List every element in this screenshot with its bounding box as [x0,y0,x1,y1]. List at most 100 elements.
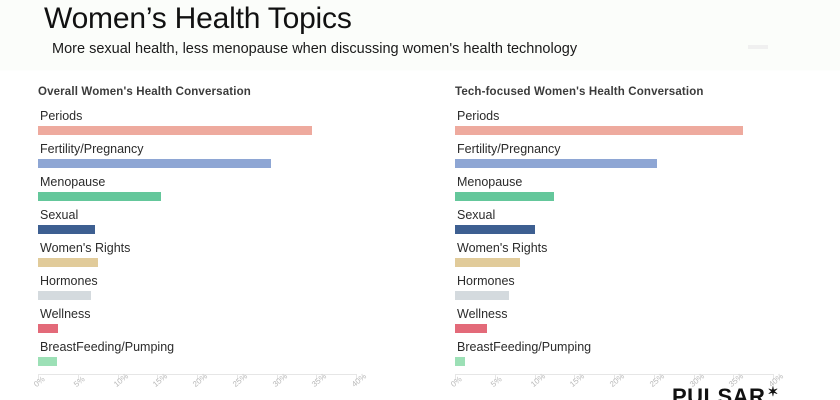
axis-tick [455,374,456,380]
axis-tick-label: 0% [32,374,47,389]
bar-track [455,192,773,201]
plot-area-tech: Periods Fertility/Pregnancy Menopause Sexua… [449,109,785,400]
axis-tick-label: 5% [488,374,504,389]
bar-tech-4[interactable] [455,258,521,267]
x-axis-overall: 0%5%10%15%20%25%30%35%40%Mentions [32,372,368,400]
bar-tech-2[interactable] [455,192,554,201]
axis-tick [773,374,774,380]
bar-track [38,126,356,135]
bar-row: Sexual [38,208,360,241]
bar-category-label: Sexual [40,208,79,222]
bar-row: Wellness [38,307,360,340]
bar-tech-5[interactable] [455,291,510,300]
bar-overall-4[interactable] [38,258,99,267]
bar-track [455,126,773,135]
axis-tick [157,374,159,380]
bar-track [455,159,773,168]
axis-tick-label: 0% [449,374,464,389]
axis-tick [614,374,615,380]
bar-track [38,291,356,300]
axis-tick [356,374,357,380]
axis-tick [733,374,735,380]
bar-row: Menopause [455,175,777,208]
bar-track [38,258,356,267]
bar-category-label: Menopause [457,175,523,189]
bar-category-label: Menopause [40,175,106,189]
bar-track [38,159,356,168]
bar-category-label: Wellness [40,307,91,321]
bar-track [455,291,773,300]
axis-tick [77,374,79,380]
plot-area-overall: Periods Fertility/Pregnancy Menopause Sexua… [32,109,368,400]
bar-row: Women's Rights [455,241,777,274]
bar-row: Hormones [38,274,360,307]
bar-category-label: Sexual [457,208,496,222]
axis-tick [117,374,119,380]
axis-tick [236,374,238,380]
bar-tech-0[interactable] [455,126,743,135]
axis-tick [534,374,536,380]
axis-tick [494,374,496,380]
bar-track [455,258,773,267]
axis-tick-label: 5% [71,374,87,389]
page-title: Women’s Health Topics [44,2,352,35]
bar-category-label: Wellness [457,307,508,321]
bar-tech-3[interactable] [455,225,535,234]
bar-row: Periods [455,109,777,142]
page-subtitle: More sexual health, less menopause when … [52,41,578,57]
bar-track [38,324,356,333]
bar-row: Sexual [455,208,777,241]
bar-category-label: Fertility/Pregnancy [40,142,144,156]
axis-tick [276,374,278,380]
chart-panel-tech: Tech-focused Women's Health Conversation… [449,86,835,389]
brand-name: PULSAR [672,384,766,400]
bar-overall-6[interactable] [38,324,58,333]
bar-category-label: Women's Rights [457,241,548,255]
chart-title-tech: Tech-focused Women's Health Conversation [455,86,704,98]
bar-row: Periods [38,109,360,142]
chart-title-overall: Overall Women's Health Conversation [38,86,251,98]
bar-row: BreastFeeding/Pumping [455,340,777,373]
bar-category-label: BreastFeeding/Pumping [40,340,175,354]
bar-overall-1[interactable] [38,159,271,168]
axis-tick [316,374,318,380]
bar-track [38,357,356,366]
bar-row: Women's Rights [38,241,360,274]
bar-tech-1[interactable] [455,159,657,168]
bar-category-label: Fertility/Pregnancy [457,142,561,156]
bar-row: Fertility/Pregnancy [38,142,360,175]
axis-tick [38,374,39,380]
background-artifact [748,45,768,49]
bar-rows-overall: Periods Fertility/Pregnancy Menopause Sexua… [38,109,360,373]
bar-overall-0[interactable] [38,126,313,135]
bar-overall-3[interactable] [38,225,96,234]
bar-rows-tech: Periods Fertility/Pregnancy Menopause Sexua… [455,109,777,373]
bar-category-label: BreastFeeding/Pumping [457,340,592,354]
brand-logo: PULSAR ✶ [672,384,779,400]
bar-track [38,192,356,201]
bar-track [455,225,773,234]
bar-category-label: Periods [40,109,83,123]
bar-category-label: Periods [457,109,500,123]
bar-tech-6[interactable] [455,324,487,333]
bar-category-label: Women's Rights [40,241,131,255]
bar-category-label: Hormones [457,274,515,288]
bar-track [455,324,773,333]
bar-tech-7[interactable] [455,357,466,366]
axis-tick [653,374,655,380]
bar-overall-7[interactable] [38,357,58,366]
bar-category-label: Hormones [40,274,98,288]
bar-row: Menopause [38,175,360,208]
chart-panel-overall: Overall Women's Health Conversation Peri… [32,86,418,389]
bar-track [455,357,773,366]
bar-row: Wellness [455,307,777,340]
axis-tick [574,374,576,380]
axis-tick [693,374,695,380]
bar-overall-2[interactable] [38,192,162,201]
bar-row: Fertility/Pregnancy [455,142,777,175]
bar-row: BreastFeeding/Pumping [38,340,360,373]
bar-overall-5[interactable] [38,291,92,300]
brand-mark-icon: ✶ [767,384,779,399]
x-axis-tech: 0%5%10%15%20%25%30%35%40%Mentions [449,372,785,400]
